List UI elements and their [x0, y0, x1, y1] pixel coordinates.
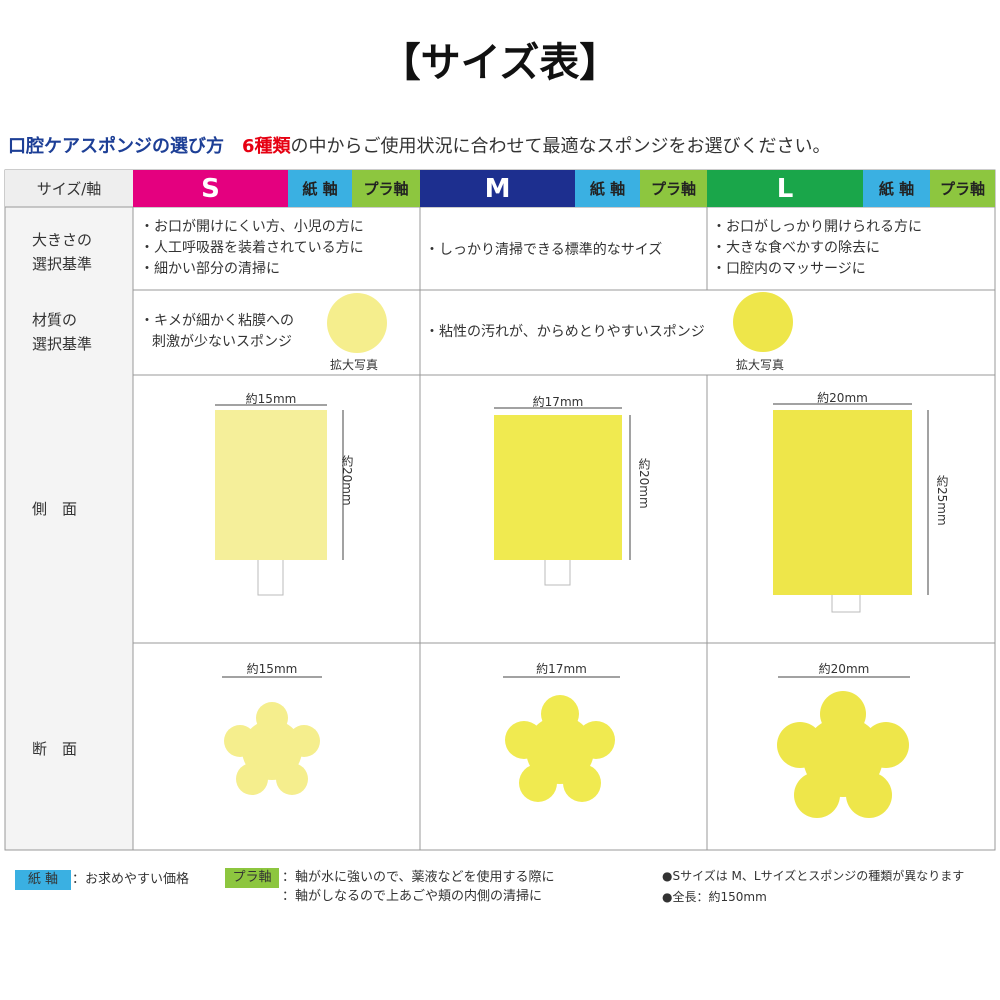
cell-text: ・粘性の汚れが、からめとりやすいスポンジ — [425, 322, 705, 343]
dim-height: 約25mm — [935, 475, 949, 526]
paper-header: 紙 軸 — [288, 170, 352, 207]
line: ・お口がしっかり開けられる方に — [712, 219, 922, 235]
line: ・しっかり清掃できる標準的なサイズ — [425, 242, 663, 258]
plastic-text: ：軸が水に強いので、薬液などを使用する際に ：軸がしなるので上あごや頬の内側の清掃… — [282, 868, 554, 906]
size-header: L — [707, 170, 863, 207]
plastic-tag: プラ軸 — [225, 868, 279, 888]
dim-height: 約20mm — [340, 455, 354, 506]
row-label: 断 面 — [32, 740, 78, 758]
note: ●全長：約150mm — [662, 890, 767, 904]
cell-text: ・しっかり清掃できる標準的なサイズ — [425, 240, 662, 261]
line: ・粘性の汚れが、からめとりやすいスポンジ — [425, 324, 705, 340]
row-label: 材質の 選択基準 — [32, 308, 92, 356]
paper-header: 紙 軸 — [575, 170, 640, 207]
dim-width: 約17mm — [536, 662, 587, 676]
note: ●Sサイズは M、Lサイズとスポンジの種類が異なります — [662, 869, 965, 883]
line: 刺激が少ないスポンジ — [152, 334, 292, 350]
dim-width: 約15mm — [245, 392, 297, 406]
row-label: 側 面 — [32, 500, 78, 518]
line: ・人工呼吸器を装着されている方に — [140, 240, 364, 256]
subtitle-rest: の中からご使用状況に合わせて最適なスポンジをお選びください。 — [290, 136, 831, 157]
subtitle-lead: 口腔ケアスポンジの選び方 — [8, 136, 224, 157]
dim-height: 約20mm — [637, 458, 651, 509]
dim-width: 約17mm — [532, 395, 584, 409]
plastic-header: プラ軸 — [930, 170, 995, 207]
line: ・口腔内のマッサージに — [712, 261, 866, 277]
line: ・キメが細かく粘膜への — [140, 313, 294, 329]
paper-text: ：お求めやすい価格 — [72, 872, 190, 887]
cell-text: ・お口が開けにくい方、小児の方に ・人工呼吸器を装着されている方に ・細かい部分の清… — [140, 217, 364, 280]
cell-text: ・お口がしっかり開けられる方に ・大きな食べかすの除去に ・口腔内のマッサージに — [712, 217, 922, 280]
label-line: 大きさの — [32, 231, 93, 249]
row-label: 大きさの 選択基準 — [32, 228, 92, 276]
subtitle-highlight: 6種類 — [242, 136, 291, 157]
dim-width: 約15mm — [246, 662, 298, 676]
paper-header: 紙 軸 — [863, 170, 930, 207]
label-line: 選択基準 — [32, 255, 93, 273]
subtitle: 口腔ケアスポンジの選び方 6種類の中からご使用状況に合わせて最適なスポンジをお選… — [8, 132, 831, 158]
line: ：軸がしなるので上あごや頬の内側の清掃に — [282, 889, 543, 904]
caption: 拡大写真 — [330, 358, 379, 372]
caption: 拡大写真 — [736, 358, 785, 372]
paper-tag: 紙 軸 — [15, 870, 71, 890]
plastic-header: プラ軸 — [640, 170, 707, 207]
line: ・お口が開けにくい方、小児の方に — [140, 219, 364, 235]
line: ・細かい部分の清掃に — [140, 261, 280, 277]
size-header: S — [133, 170, 288, 207]
label-line: 選択基準 — [32, 335, 93, 353]
line: ・大きな食べかすの除去に — [712, 240, 880, 256]
title: 【サイズ表】 — [380, 40, 620, 86]
dim-width: 約20mm — [818, 662, 870, 676]
dim-width: 約20mm — [817, 391, 868, 405]
notes: ●Sサイズは M、Lサイズとスポンジの種類が異なります ●全長：約150mm — [662, 866, 964, 908]
cell-text: ・キメが細かく粘膜への刺激が少ないスポンジ — [140, 311, 294, 353]
line: ：軸が水に強いので、薬液などを使用する際に — [282, 870, 555, 885]
size-header: M — [420, 170, 575, 207]
label-line: 材質の — [32, 311, 78, 329]
plastic-header: プラ軸 — [352, 170, 420, 207]
header-label: サイズ/軸 — [36, 180, 102, 198]
